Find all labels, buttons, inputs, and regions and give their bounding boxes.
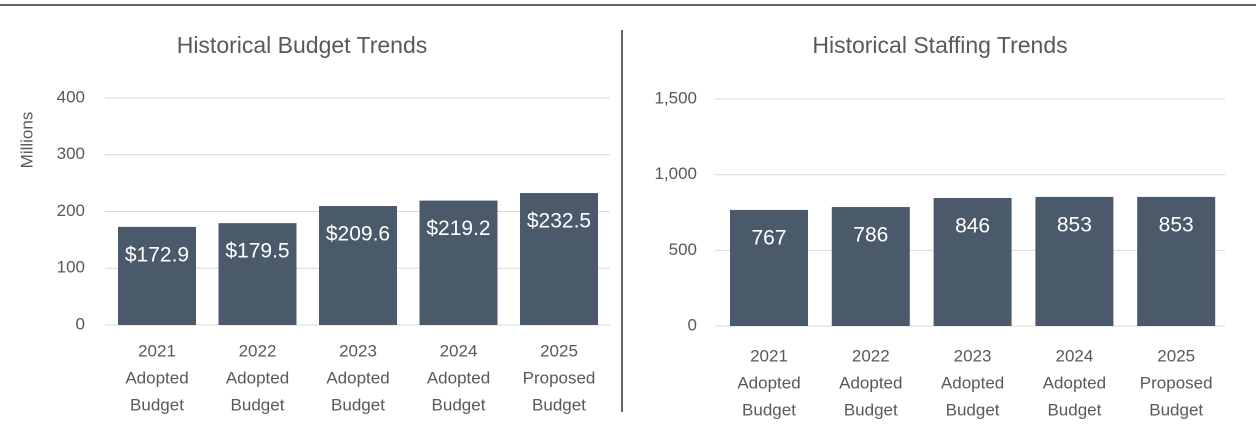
x-tick-label: 2021 bbox=[138, 341, 176, 360]
x-tick-label: Budget bbox=[742, 400, 796, 419]
x-tick-label: Adopted bbox=[326, 368, 389, 387]
x-tick-label: 2023 bbox=[954, 346, 992, 365]
value-label: 786 bbox=[853, 224, 888, 247]
x-tick-label: Adopted bbox=[427, 368, 490, 387]
bar bbox=[218, 223, 297, 325]
x-tick-label: Adopted bbox=[226, 368, 289, 387]
y-tick-label: 300 bbox=[57, 144, 85, 163]
x-tick-label: 2023 bbox=[339, 341, 377, 360]
x-tick-label: Adopted bbox=[839, 373, 902, 392]
x-tick-label: Adopted bbox=[1043, 373, 1106, 392]
x-tick-label: Budget bbox=[130, 395, 184, 414]
bar bbox=[319, 206, 397, 325]
x-tick-label: Budget bbox=[231, 395, 285, 414]
y-tick-label: 100 bbox=[57, 258, 85, 277]
y-axis-label: Millions bbox=[17, 112, 36, 169]
x-tick-label: 2025 bbox=[1157, 346, 1195, 365]
bar bbox=[419, 200, 498, 325]
bar bbox=[831, 207, 910, 326]
y-tick-label: 1,000 bbox=[654, 164, 697, 183]
y-tick-label: 400 bbox=[57, 87, 85, 106]
x-tick-label: Budget bbox=[1047, 400, 1101, 419]
bar bbox=[520, 193, 598, 325]
x-tick-label: Adopted bbox=[737, 373, 800, 392]
y-tick-label: 200 bbox=[57, 201, 85, 220]
x-tick-label: 2025 bbox=[540, 341, 578, 360]
chart-title: Historical Budget Trends bbox=[177, 32, 428, 58]
value-label: 853 bbox=[1057, 213, 1092, 236]
x-tick-label: Budget bbox=[1149, 400, 1203, 419]
y-tick-label: 0 bbox=[76, 314, 85, 333]
x-tick-label: 2021 bbox=[750, 346, 788, 365]
y-tick-label: 0 bbox=[688, 315, 697, 334]
x-tick-label: Adopted bbox=[125, 368, 188, 387]
bar bbox=[1035, 196, 1114, 326]
y-tick-label: 500 bbox=[669, 240, 697, 259]
bar bbox=[933, 197, 1012, 326]
x-tick-label: Budget bbox=[844, 400, 898, 419]
value-label: $232.5 bbox=[527, 210, 591, 233]
x-tick-label: Adopted bbox=[941, 373, 1004, 392]
x-tick-label: Budget bbox=[946, 400, 1000, 419]
value-label: 853 bbox=[1159, 213, 1194, 236]
x-tick-label: Proposed bbox=[1140, 373, 1213, 392]
bar bbox=[118, 226, 196, 325]
value-label: $172.9 bbox=[125, 243, 189, 266]
value-label: $179.5 bbox=[225, 240, 289, 263]
x-tick-label: 2024 bbox=[440, 341, 478, 360]
x-tick-label: Budget bbox=[432, 395, 486, 414]
value-label: 767 bbox=[751, 226, 786, 249]
x-tick-label: 2022 bbox=[239, 341, 277, 360]
x-tick-label: 2024 bbox=[1055, 346, 1093, 365]
bar bbox=[730, 209, 808, 326]
bar bbox=[1137, 196, 1216, 326]
value-label: 846 bbox=[955, 215, 990, 238]
x-tick-label: Budget bbox=[331, 395, 385, 414]
x-tick-label: Proposed bbox=[523, 368, 596, 387]
value-label: $209.6 bbox=[326, 223, 390, 246]
x-tick-label: 2022 bbox=[852, 346, 890, 365]
chart-title: Historical Staffing Trends bbox=[812, 32, 1067, 58]
x-tick-label: Budget bbox=[532, 395, 586, 414]
y-tick-label: 1,500 bbox=[654, 88, 697, 107]
value-label: $219.2 bbox=[426, 217, 490, 240]
